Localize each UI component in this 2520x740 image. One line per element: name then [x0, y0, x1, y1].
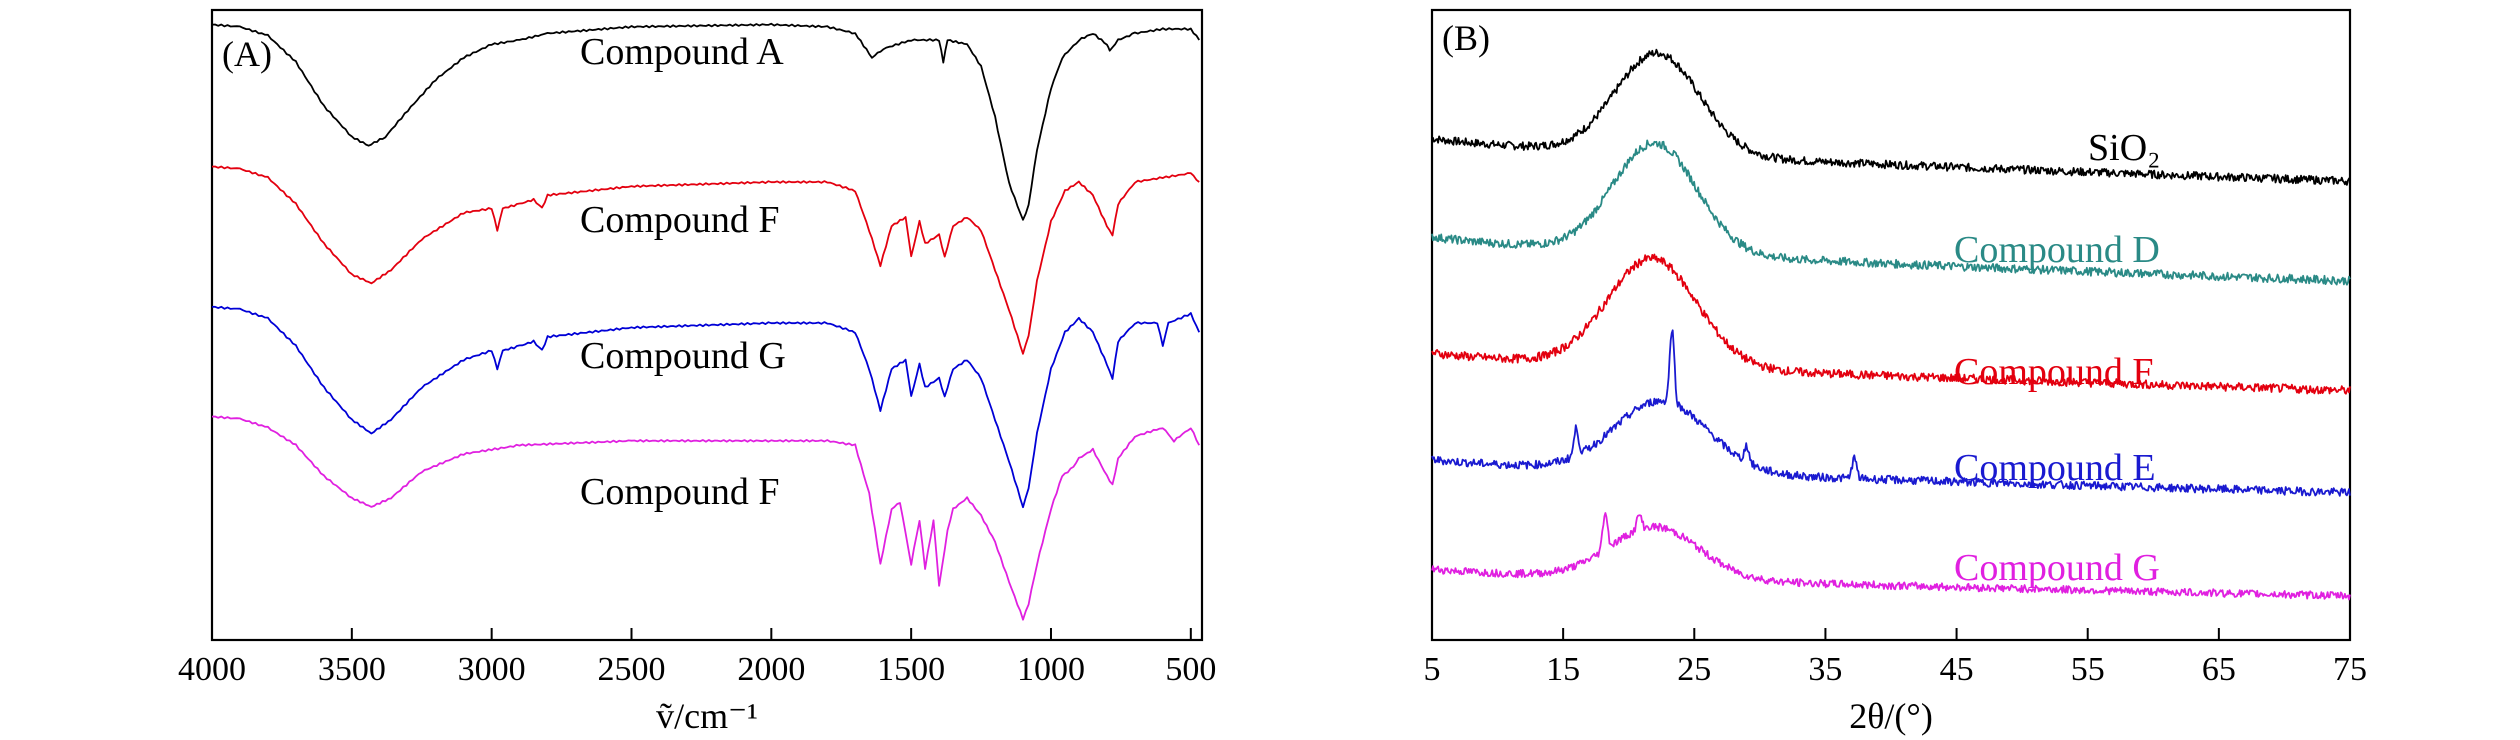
panel-a-series-label: Compound G — [580, 335, 786, 377]
panel-a-x-tick-label: 1000 — [1017, 651, 1085, 688]
panel-b-series-line — [1431, 48, 2351, 186]
panel-b-x-tick-label: 15 — [1546, 651, 1580, 688]
panel-b-series-line — [1431, 329, 2351, 497]
panel-b-series-label: Compound E — [1954, 447, 2156, 489]
panel-a-series-labels: Compound A Compound F Compound G Compound F — [580, 31, 786, 513]
panel-a-x-tick-label: 2000 — [737, 651, 805, 688]
panel-a-series-line — [211, 165, 1200, 355]
panel-b-series-label: SiO₂ — [2088, 127, 2160, 169]
panel-a-series-label: Compound F — [580, 199, 780, 241]
panel-a-x-tick-label: 4000 — [178, 651, 246, 688]
panel-b-x-tick-label: 25 — [1677, 651, 1711, 688]
panel-a-x-axis-label: ṽ/cm⁻¹ — [656, 696, 758, 736]
panel-b-x-tick-label: 5 — [1424, 651, 1441, 688]
panel-a-frame — [210, 8, 1204, 642]
panel-b-series-label: Compound G — [1954, 547, 2160, 589]
panel-a-series-line — [211, 22, 1200, 221]
panel-b-label: (B) — [1442, 18, 1490, 58]
panel-b-x-tick-label: 65 — [2202, 651, 2236, 688]
panel-b-series-label: Compound F — [1954, 351, 2154, 393]
panel-a-x-tick-label: 1500 — [877, 651, 945, 688]
panel-b-series-line — [1431, 253, 2351, 395]
panel-a-series-line — [211, 415, 1200, 621]
panel-b-x-tick-label: 45 — [1940, 651, 1974, 688]
panel-a-x-tick-label: 3000 — [458, 651, 526, 688]
panel-a-x-tick-label: 3500 — [318, 651, 386, 688]
panel-a-series-label: Compound A — [580, 31, 784, 73]
panel-b-x-axis-label: 2θ/(°) — [1849, 696, 1933, 736]
panel-a-series-line — [211, 305, 1201, 509]
panel-a-label: (A) — [222, 34, 272, 74]
panel-a-x-ticks: 4000 3500 3000 2500 2000 1500 1000 500 — [178, 628, 1216, 688]
panel-b-x-tick-label: 75 — [2333, 651, 2367, 688]
panel-a-traces — [211, 22, 1201, 621]
panel-b-x-tick-label: 35 — [1808, 651, 1842, 688]
panel-b-x-tick-label: 55 — [2071, 651, 2105, 688]
panel-b-series-line — [1431, 512, 2351, 601]
panel-b-series-line — [1431, 139, 2351, 286]
panel-b-series-labels: SiO₂ Compound D Compound F Compound E Compou… — [1954, 127, 2160, 589]
panel-a-series-label: Compound F — [580, 471, 780, 513]
panel-b-frame — [1430, 8, 2352, 642]
panel-a-x-tick-label: 2500 — [597, 651, 665, 688]
panel-b-traces — [1431, 48, 2351, 601]
panel-b-series-label: Compound D — [1954, 229, 2160, 271]
panel-b-x-ticks: 5 15 25 35 45 55 65 75 — [1424, 628, 2367, 688]
panel-a-x-tick-label: 500 — [1165, 651, 1216, 688]
